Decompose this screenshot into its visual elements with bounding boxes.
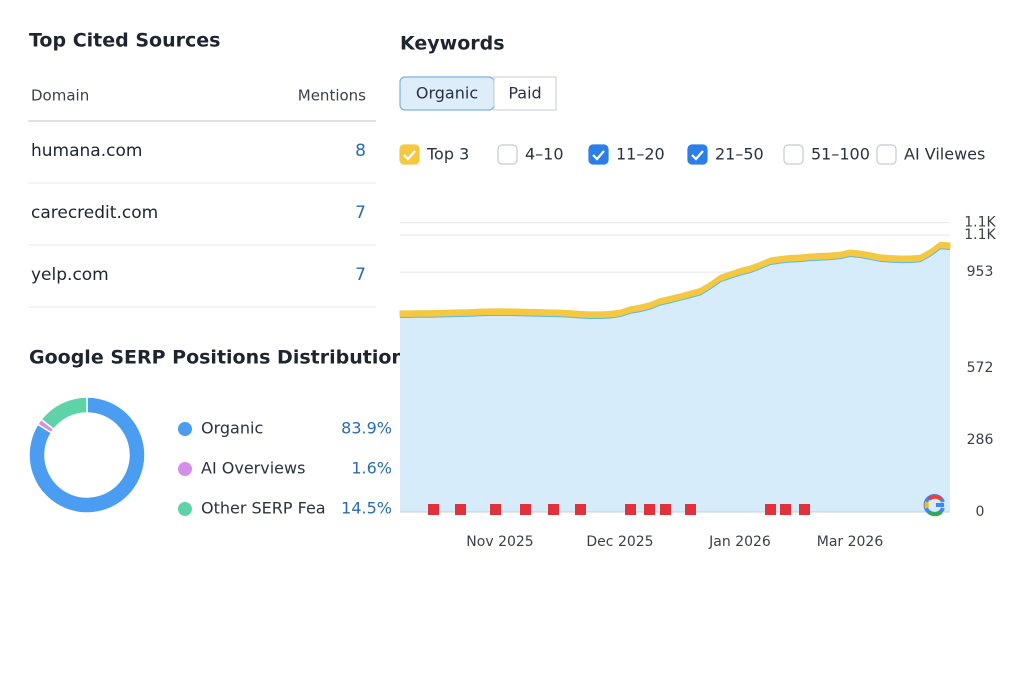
event-flag: [799, 504, 810, 515]
checkbox[interactable]: [876, 144, 897, 165]
event-flag: [520, 504, 531, 515]
y-tick-label: 286: [967, 432, 994, 448]
keywords-chart: 0 286 572 953 1.1K1.1K Nov 2025 Dec 2025 Jan 20…: [399, 215, 997, 550]
mentions-cell: 7: [355, 203, 366, 223]
icon-part: [924, 501, 929, 509]
section-title: Google SERP Positions Distribution: [29, 347, 405, 369]
checkbox-label[interactable]: AI Vilewes: [904, 145, 985, 164]
table-body: humana.com 8 carecredit.com 7 yelp.com 7: [28, 141, 376, 308]
y-tick-label: 1.1K: [964, 215, 996, 231]
event-flag: [780, 504, 791, 515]
value-label: 14.5%: [341, 499, 392, 518]
x-tick-label: Dec 2025: [586, 534, 653, 550]
tab-group: Organic Paid: [399, 76, 557, 111]
checkbox[interactable]: [783, 144, 804, 165]
check-mark: [592, 150, 605, 161]
event-flags: [428, 504, 810, 515]
value-label: 83.9%: [341, 419, 392, 438]
tab-label[interactable]: Organic: [416, 84, 478, 103]
checkbox[interactable]: [687, 144, 708, 165]
legend-label: AI Overviews: [201, 459, 305, 478]
column-header: Mentions: [298, 87, 366, 105]
checkbox[interactable]: [497, 144, 518, 165]
mentions-cell: 7: [355, 265, 366, 285]
event-flag: [575, 504, 586, 515]
domain-cell: humana.com: [31, 141, 142, 161]
checkbox[interactable]: [399, 144, 420, 165]
legend-dot: [178, 502, 192, 516]
event-flag: [490, 504, 501, 515]
area: [400, 247, 950, 512]
legend-label: Organic: [201, 419, 263, 438]
event-flag: [455, 504, 466, 515]
mentions-cell: 8: [355, 141, 366, 161]
event-flag: [660, 504, 671, 515]
event-flag: [548, 504, 559, 515]
checkbox-label[interactable]: 51–100: [811, 145, 870, 164]
filter-row: Top 3 4–10 11–20 21–50 51–100 AI Vilewes: [399, 144, 985, 165]
legend-dot: [178, 422, 192, 436]
icon-part: [927, 510, 943, 517]
tab[interactable]: [493, 76, 557, 111]
domain-cell: yelp.com: [31, 265, 109, 285]
y-tick-label: 1.1K: [964, 227, 996, 243]
donut-chart: Organic 83.9% AI Overviews 1.6% Other SERP F…: [28, 396, 392, 518]
x-tick-label: Mar 2026: [817, 534, 884, 550]
icon-part: [927, 494, 943, 501]
y-tick-label: 572: [967, 360, 994, 376]
event-flag: [685, 504, 696, 515]
checkbox-label[interactable]: 4–10: [525, 145, 564, 164]
event-flag: [428, 504, 439, 515]
donut-slice: [28, 396, 146, 514]
legend-label: Other SERP Fea: [201, 499, 326, 518]
column-header: Domain: [31, 87, 89, 105]
checkbox-label[interactable]: Top 3: [426, 145, 469, 164]
area-band: [399, 241, 951, 318]
section-title: Keywords: [400, 33, 505, 55]
tab-label[interactable]: Paid: [508, 84, 541, 103]
event-flag: [765, 504, 776, 515]
value-label: 1.6%: [351, 459, 392, 478]
y-tick-label: 953: [967, 264, 994, 280]
event-flag: [625, 504, 636, 515]
checkbox-label[interactable]: 21–50: [715, 145, 764, 164]
checkbox-label[interactable]: 11–20: [616, 145, 665, 164]
event-flag: [644, 504, 655, 515]
legend-dot: [178, 462, 192, 476]
donut-slice: [40, 396, 88, 431]
domain-cell: carecredit.com: [31, 203, 158, 223]
section-title: Top Cited Sources: [29, 30, 220, 52]
google-icon: [923, 494, 945, 517]
x-tick-label: Jan 2026: [708, 534, 771, 550]
checkbox[interactable]: [588, 144, 609, 165]
y-tick-label: 0: [976, 504, 985, 520]
x-tick-label: Nov 2025: [466, 534, 533, 550]
check-mark: [403, 150, 416, 161]
check-mark: [691, 150, 704, 161]
